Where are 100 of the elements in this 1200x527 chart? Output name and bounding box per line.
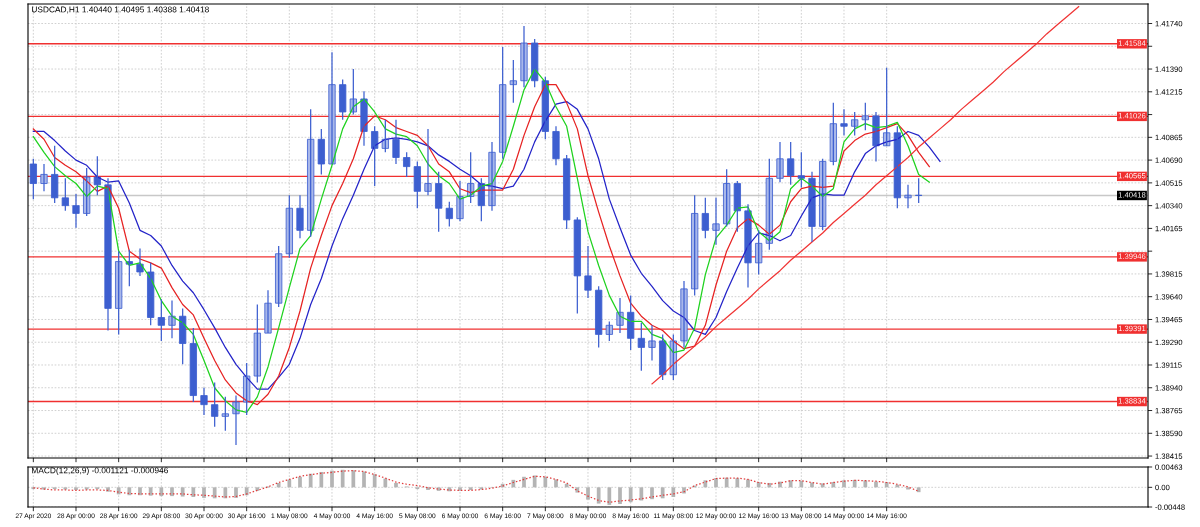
bar [383,478,388,488]
candlestick [317,128,325,176]
candlestick [829,102,837,166]
candlestick [93,155,101,196]
bar [308,473,313,488]
candlestick [755,229,763,276]
bar [746,479,750,488]
candlestick [605,320,613,342]
candlestick [285,194,293,259]
candlestick [712,197,720,246]
candlestick [851,111,859,137]
bar [362,471,366,488]
candlestick [531,38,539,88]
candlestick [659,333,667,381]
bar [340,469,345,488]
chart-title: USDCAD,H1 1.40440 1.40495 1.40388 1.40418 [32,6,209,14]
bar [906,487,910,490]
bar [767,482,772,488]
candlestick [733,180,741,233]
bar [756,482,761,488]
bar [575,487,580,493]
bar [511,479,516,488]
bar [244,487,249,496]
candlestick [243,362,251,416]
candlestick [563,154,571,230]
candlestick [637,322,645,372]
bar [202,487,206,498]
candlestick [893,125,901,209]
bar [650,487,654,500]
bar [724,477,729,488]
bar [532,475,537,488]
bar [618,487,622,505]
bar [703,480,708,488]
candlestick [701,197,709,239]
candlestick [403,151,411,178]
bar [234,487,238,498]
candlestick [499,46,507,160]
bar [596,487,601,504]
candlestick [413,160,421,209]
candlestick [840,108,848,137]
candlestick [221,396,229,432]
bar [394,482,398,488]
candlestick [595,285,603,349]
candlestick [147,262,155,326]
candlestick [51,145,59,204]
candlestick [915,177,923,204]
bar [628,487,633,503]
bar [735,478,740,488]
candlestick [883,67,891,147]
bar [255,487,260,491]
candlestick [307,108,315,238]
candlestick [189,327,197,403]
bar [223,487,228,499]
candlestick [339,78,347,121]
candlestick [648,324,656,362]
bar [682,487,686,494]
candlestick [445,201,453,228]
bar [842,480,846,488]
bar [799,480,804,488]
bar [330,470,334,488]
bar [863,480,868,488]
bar [468,487,473,490]
candlestick [29,158,37,200]
bar [287,479,292,488]
bar [788,480,793,488]
bar [180,487,185,497]
bar [660,487,665,499]
bar [319,471,324,488]
candlestick [765,158,773,251]
candlestick [797,151,805,189]
bar [522,476,526,488]
bar [84,487,89,490]
candlestick [349,68,357,116]
bar [543,476,548,488]
candlestick [819,158,827,231]
bar [212,487,217,499]
candlestick [861,102,869,131]
bar [884,482,889,488]
candlestick [573,216,581,315]
bar [191,487,196,497]
candlestick [627,294,635,351]
candlestick [211,381,219,428]
chart-title: MACD(12,26,9) -0.001121 -0.000946 [32,467,168,475]
bar [810,482,814,488]
candlestick [179,307,187,365]
bar [351,470,356,488]
bar [607,487,612,505]
bar [372,474,377,488]
candlestick [787,141,795,186]
candlestick [371,125,379,187]
bar [554,479,558,488]
candlestick [691,194,699,297]
bar [127,487,132,496]
bar [586,487,590,500]
candlestick [157,298,165,342]
bar [106,487,110,492]
candlestick [275,245,283,308]
bar [874,481,878,488]
candlestick [253,303,261,384]
bar [639,487,644,501]
